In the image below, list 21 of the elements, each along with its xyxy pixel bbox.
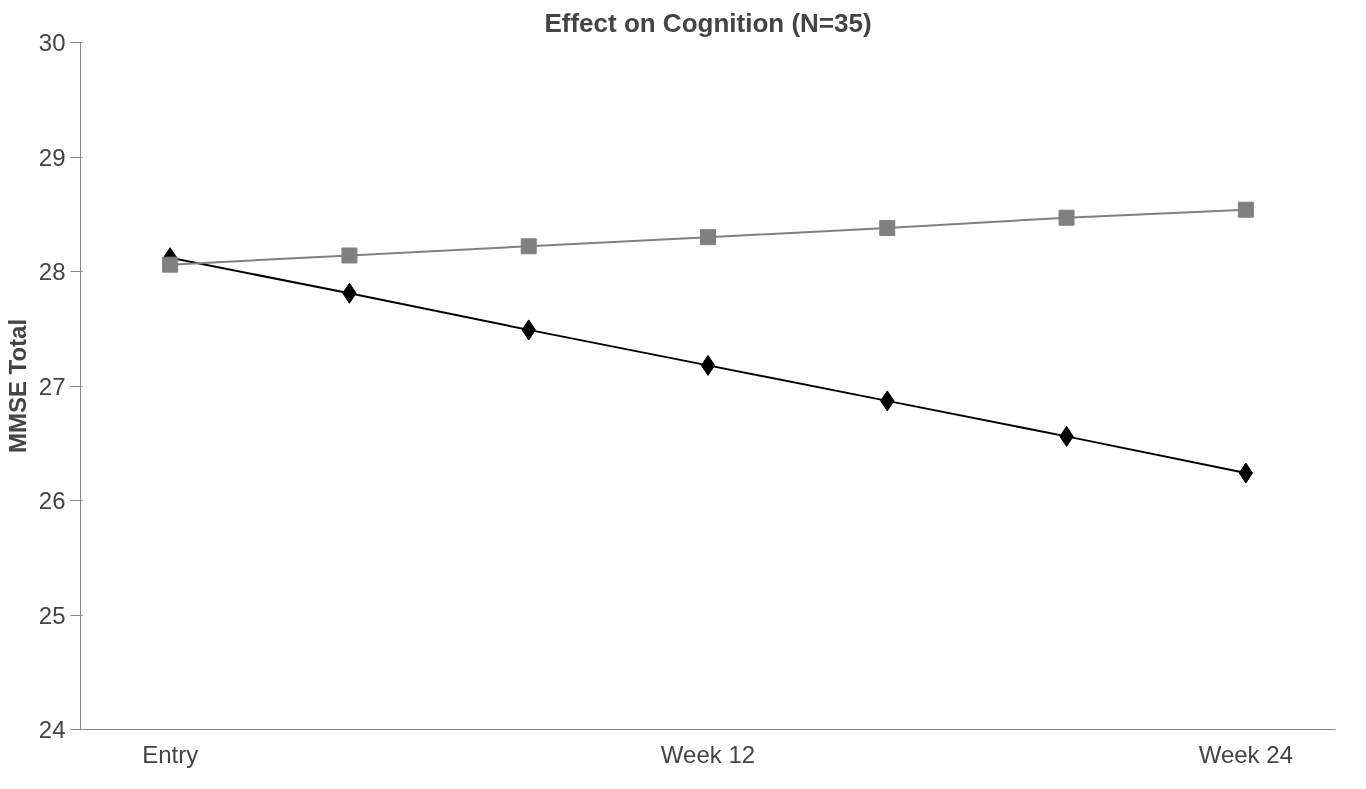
- y-tick-label: 28: [38, 258, 66, 285]
- y-tick-label: 30: [38, 29, 66, 56]
- point: [879, 219, 896, 236]
- x-tick-label: Week 24: [1198, 740, 1293, 768]
- point: [1237, 201, 1254, 218]
- x-tick-label: Week 12: [660, 740, 756, 768]
- point: [1058, 209, 1075, 226]
- point: [1238, 462, 1254, 484]
- y-axis-title: MMSE Total: [3, 318, 31, 454]
- chart-title: Effect on Cognition (N=35): [544, 7, 872, 38]
- point: [700, 229, 716, 246]
- y-tick-label: 25: [38, 601, 66, 629]
- y-tick-label: 27: [38, 372, 66, 400]
- point: [341, 247, 358, 264]
- point: [162, 256, 179, 273]
- y-tick-label: 26: [38, 487, 66, 514]
- x-tick-label: Entry: [142, 740, 199, 768]
- y-tick-label: 24: [38, 716, 66, 743]
- point: [520, 238, 537, 255]
- y-tick-label: 29: [38, 143, 66, 171]
- point: [700, 354, 716, 376]
